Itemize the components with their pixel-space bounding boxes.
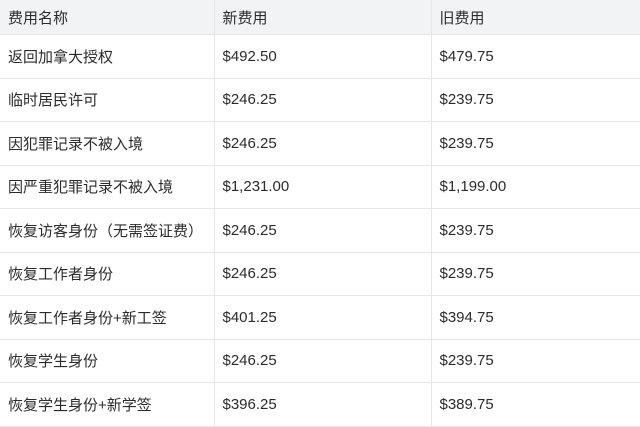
cell-fee-name: 因犯罪记录不被入境 — [0, 121, 215, 166]
cell-new-fee: $401.25 — [214, 295, 432, 340]
header-new-fee: 新费用 — [214, 0, 432, 35]
cell-old-fee: $389.75 — [431, 382, 640, 427]
cell-new-fee: $396.25 — [214, 382, 432, 427]
cell-fee-name: 恢复学生身份+新学签 — [0, 382, 215, 427]
table-row: 恢复工作者身份+新工签 $401.25 $394.75 — [0, 295, 640, 340]
cell-new-fee: $246.25 — [214, 121, 432, 166]
cell-old-fee: $1,199.00 — [431, 165, 640, 209]
cell-fee-name: 恢复工作者身份 — [0, 252, 215, 296]
cell-new-fee: $246.25 — [214, 208, 432, 253]
table-row: 恢复学生身份+新学签 $396.25 $389.75 — [0, 382, 640, 427]
cell-fee-name: 恢复工作者身份+新工签 — [0, 295, 215, 340]
table-body: 返回加拿大授权 $492.50 $479.75 临时居民许可 $246.25 $239.7… — [0, 34, 640, 427]
cell-old-fee: $394.75 — [431, 295, 640, 340]
table-row: 恢复访客身份（无需签证费） $246.25 $239.75 — [0, 208, 640, 253]
cell-new-fee: $246.25 — [214, 252, 432, 296]
header-old-fee: 旧费用 — [431, 0, 640, 35]
table-row: 恢复学生身份 $246.25 $239.75 — [0, 339, 640, 383]
table-row: 因犯罪记录不被入境 $246.25 $239.75 — [0, 121, 640, 166]
cell-old-fee: $479.75 — [431, 34, 640, 79]
cell-old-fee: $239.75 — [431, 208, 640, 253]
cell-fee-name: 返回加拿大授权 — [0, 34, 215, 79]
cell-old-fee: $239.75 — [431, 78, 640, 122]
cell-old-fee: $239.75 — [431, 121, 640, 166]
cell-fee-name: 恢复学生身份 — [0, 339, 215, 383]
cell-fee-name: 恢复访客身份（无需签证费） — [0, 208, 215, 253]
cell-new-fee: $1,231.00 — [214, 165, 432, 209]
cell-old-fee: $239.75 — [431, 339, 640, 383]
cell-new-fee: $246.25 — [214, 339, 432, 383]
table-header-row: 费用名称 新费用 旧费用 — [0, 0, 640, 35]
cell-fee-name: 临时居民许可 — [0, 78, 215, 122]
cell-new-fee: $492.50 — [214, 34, 432, 79]
table-row: 因严重犯罪记录不被入境 $1,231.00 $1,199.00 — [0, 165, 640, 209]
table-row: 恢复工作者身份 $246.25 $239.75 — [0, 252, 640, 296]
table-row: 返回加拿大授权 $492.50 $479.75 — [0, 34, 640, 79]
cell-old-fee: $239.75 — [431, 252, 640, 296]
cell-new-fee: $246.25 — [214, 78, 432, 122]
header-fee-name: 费用名称 — [0, 0, 215, 35]
table-row: 临时居民许可 $246.25 $239.75 — [0, 78, 640, 122]
cell-fee-name: 因严重犯罪记录不被入境 — [0, 165, 215, 209]
